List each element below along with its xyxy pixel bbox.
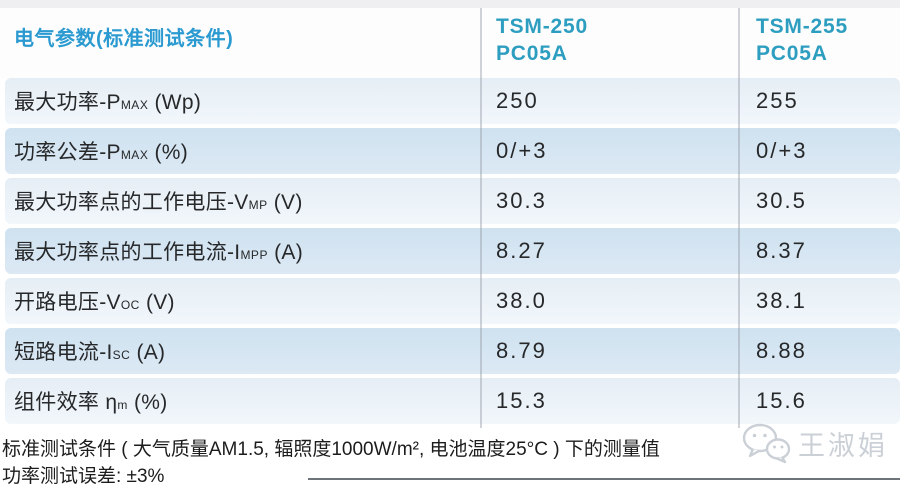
param-unit: (%) <box>127 391 168 414</box>
param-text: 开路电压-V <box>14 291 121 314</box>
param-cell: 短路电流-ISC (A) <box>5 336 480 366</box>
value-tsm255: 8.37 <box>756 238 807 263</box>
value-tsm250: 250 <box>496 88 539 113</box>
table-row-power-tolerance: 功率公差-PMAX (%) 0/+3 0/+3 <box>5 128 900 174</box>
value-tsm250: 38.0 <box>496 288 547 313</box>
param-cell: 最大功率点的工作电流-IMPP (A) <box>5 236 480 266</box>
param-subscript: m <box>117 398 128 412</box>
model-name: TSM-255 <box>756 15 848 38</box>
param-cell: 开路电压-VOC (V) <box>5 286 480 316</box>
param-cell: 功率公差-PMAX (%) <box>5 136 480 166</box>
table-row-vmp: 最大功率点的工作电压-VMP (V) 30.3 30.5 <box>5 178 900 224</box>
table-row-pmax: 最大功率-PMAX (Wp) 250 255 <box>5 78 900 124</box>
param-cell: 最大功率点的工作电压-VMP (V) <box>5 186 480 216</box>
param-subscript: MAX <box>120 98 149 112</box>
param-subscript: OC <box>120 298 140 312</box>
param-text: 组件效率 η <box>14 391 118 414</box>
value-tsm255: 0/+3 <box>756 138 808 163</box>
param-unit: (A) <box>267 241 303 264</box>
value-tsm255: 15.6 <box>756 388 807 413</box>
param-unit: (%) <box>148 141 189 164</box>
param-text: 最大功率点的工作电流-I <box>14 241 241 264</box>
table-row-voc: 开路电压-VOC (V) 38.0 38.1 <box>5 278 900 324</box>
column-header-tsm255: TSM-255 PC05A <box>738 8 900 78</box>
value-tsm250: 15.3 <box>496 388 547 413</box>
column-divider <box>738 8 740 428</box>
param-unit: (Wp) <box>148 91 202 114</box>
value-tsm250: 30.3 <box>496 188 547 213</box>
wechat-icon <box>742 423 791 464</box>
param-subscript: MP <box>248 198 268 212</box>
footnote: 标准测试条件 ( 大气质量AM1.5, 辐照度1000W/m², 电池温度25°… <box>0 428 900 492</box>
param-unit: (V) <box>267 191 303 214</box>
watermark-text: 王淑娟 <box>798 430 888 461</box>
param-text: 功率公差-P <box>14 141 121 164</box>
model-name: TSM-250 <box>496 15 588 38</box>
param-cell: 组件效率 ηm (%) <box>5 386 480 416</box>
value-tsm250: 8.27 <box>496 238 547 263</box>
param-subscript: MAX <box>120 148 149 162</box>
param-text: 短路电流-I <box>14 341 113 364</box>
param-cell: 最大功率-PMAX (Wp) <box>5 86 480 116</box>
param-subscript: SC <box>112 348 131 362</box>
column-divider <box>480 8 482 428</box>
value-tsm255: 38.1 <box>756 288 807 313</box>
param-subscript: MPP <box>240 248 268 262</box>
param-text: 最大功率-P <box>14 91 121 114</box>
value-tsm255: 30.5 <box>756 188 807 213</box>
param-unit: (V) <box>139 291 175 314</box>
column-header-tsm250: TSM-250 PC05A <box>480 8 738 78</box>
model-series: PC05A <box>756 42 828 65</box>
footnote-line-2: 功率测试误差: ±3% <box>2 466 165 487</box>
table-row-isc: 短路电流-ISC (A) 8.79 8.88 <box>5 328 900 374</box>
table-row-impp: 最大功率点的工作电流-IMPP (A) 8.27 8.37 <box>5 228 900 274</box>
table-title: 电气参数(标准测试条件) <box>14 28 234 50</box>
value-tsm250: 8.79 <box>496 338 547 363</box>
electrical-parameters-table: 电气参数(标准测试条件) TSM-250 PC05A TSM-255 PC05A… <box>0 8 900 428</box>
top-strip <box>0 0 900 8</box>
value-tsm255: 8.88 <box>756 338 807 363</box>
model-series: PC05A <box>496 42 568 65</box>
param-unit: (A) <box>130 341 166 364</box>
table-header-row: 电气参数(标准测试条件) TSM-250 PC05A TSM-255 PC05A <box>0 8 900 78</box>
table-row-module-efficiency: 组件效率 ηm (%) 15.3 15.6 <box>5 378 900 424</box>
value-tsm255: 255 <box>756 88 799 113</box>
footnote-line-1: 标准测试条件 ( 大气质量AM1.5, 辐照度1000W/m², 电池温度25°… <box>2 439 660 460</box>
bottom-divider-line <box>308 478 900 480</box>
param-text: 最大功率点的工作电压-V <box>14 191 249 214</box>
value-tsm250: 0/+3 <box>496 138 548 163</box>
watermark: 王淑娟 <box>741 422 888 464</box>
